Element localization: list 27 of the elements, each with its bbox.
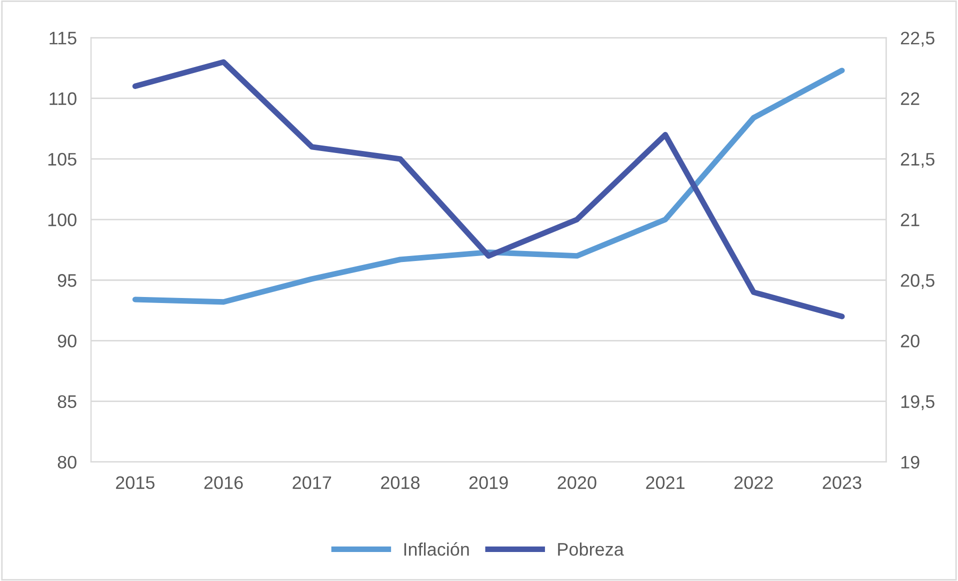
x-tick-label: 2017 (292, 476, 332, 490)
x-tick-label: 2018 (381, 476, 420, 490)
y2-tick-label: 22,5 (900, 32, 934, 47)
y-tick-label: 80 (58, 456, 76, 469)
x-tick-label: 2020 (558, 476, 596, 490)
y-tick-label: 100 (48, 213, 76, 226)
x-tick-label: 2021 (646, 476, 684, 490)
y-tick-label: 115 (50, 32, 76, 44)
legend-label: Pobreza (558, 542, 624, 556)
x-tick-label: 2019 (469, 476, 508, 490)
y2-tick-label: 22 (900, 92, 920, 105)
y-tick-label: 110 (50, 92, 76, 106)
y2-tick-label: 19,5 (901, 395, 934, 410)
x-tick-label: 2022 (734, 476, 773, 490)
y2-tick-label: 21 (900, 213, 920, 226)
x-tick-label: 2016 (204, 476, 243, 490)
y-tick-label: 85 (58, 395, 76, 408)
y2-tick-label: 21,5 (900, 152, 934, 168)
x-tick-label: 2023 (822, 476, 862, 490)
y-tick-label: 90 (58, 334, 76, 348)
y2-tick-label: 20 (900, 334, 920, 348)
y2-tick-label: 20,5 (900, 274, 934, 289)
legend-label: Inflación (404, 542, 469, 556)
y-tick-label: 105 (48, 152, 76, 166)
y-tick-label: 95 (58, 274, 76, 287)
y2-tick-label: 19 (901, 456, 920, 469)
x-tick-label: 2015 (116, 476, 155, 490)
